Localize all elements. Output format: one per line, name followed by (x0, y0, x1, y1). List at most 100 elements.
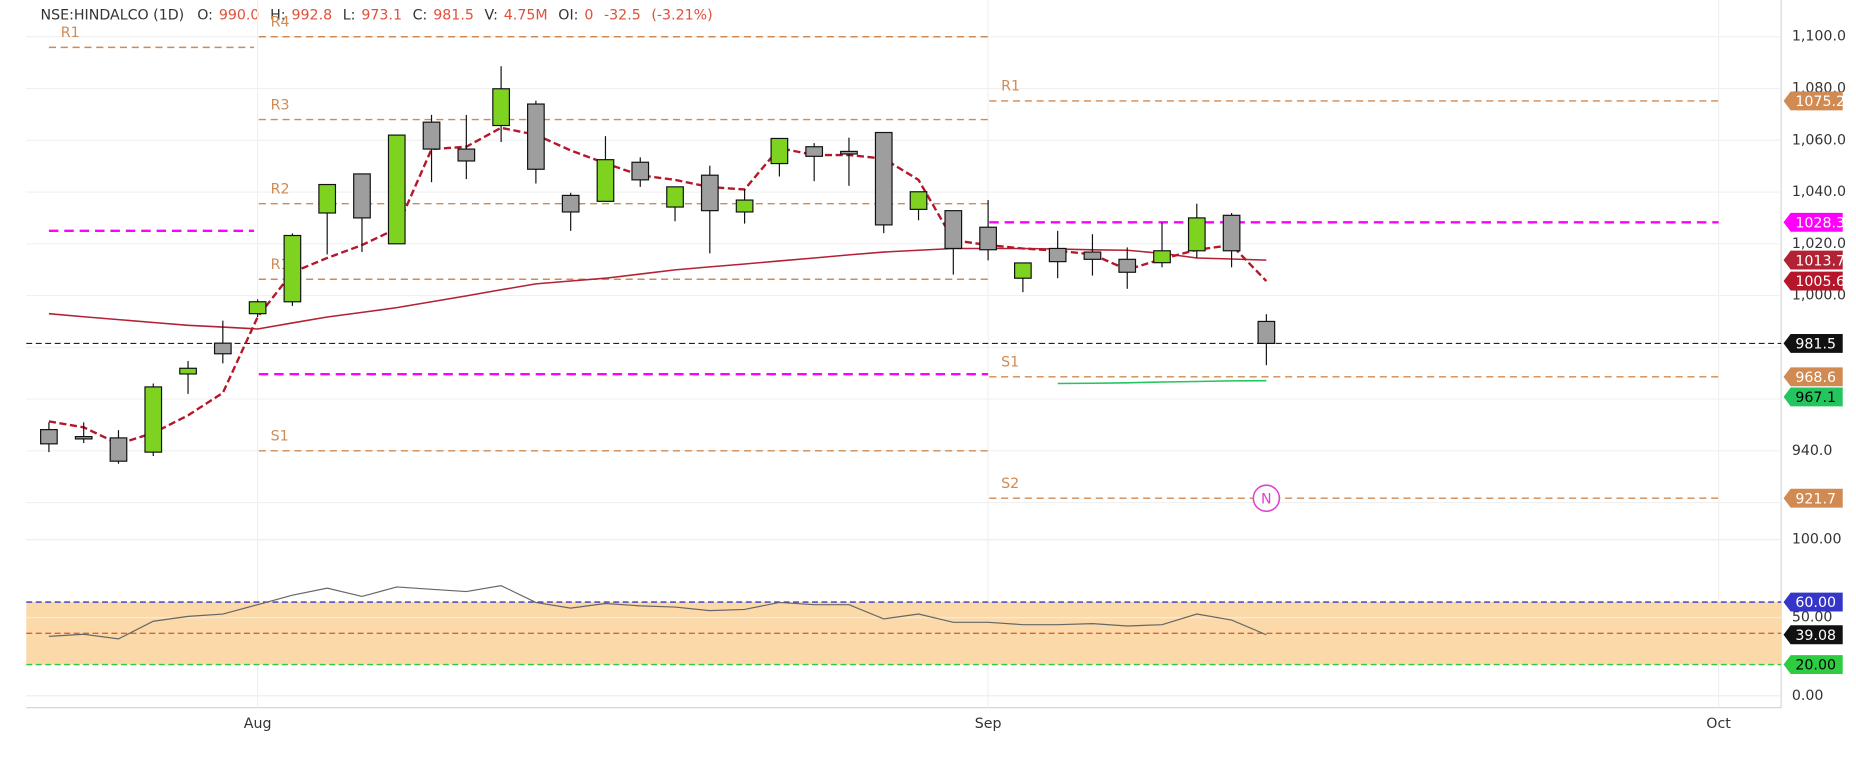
y-tick-label: 1,060.0 (1792, 132, 1846, 148)
candle-body (979, 226, 997, 251)
candle-body (1222, 214, 1241, 252)
price-badge: 981.5 (1783, 333, 1843, 353)
price-badge-shape (1783, 655, 1843, 674)
price-badge: 1005.6 (1783, 271, 1845, 291)
candle-body (631, 161, 650, 181)
candle-body (1153, 250, 1171, 264)
candle-body (353, 173, 371, 219)
candle-body (1048, 247, 1067, 263)
annotation-marker (1252, 484, 1281, 512)
price-badge-shape (1783, 625, 1843, 645)
price-badge-label: 1013.7 (1795, 253, 1845, 269)
candle-body (1257, 320, 1276, 345)
candle-body (770, 137, 789, 165)
price-badge-label: 981.5 (1795, 337, 1836, 353)
price-badge: 1013.7 (1783, 250, 1845, 270)
candle-body (666, 186, 684, 208)
indicator-tick-label: 0.00 (1792, 688, 1824, 704)
candle-body (74, 436, 93, 440)
moving-line (1057, 379, 1267, 385)
candle-body (561, 194, 580, 213)
price-badge-label: 1075.2 (1795, 94, 1845, 110)
price-badge: 921.7 (1783, 488, 1843, 508)
candle-body (1187, 217, 1206, 252)
price-badge-label: 967.1 (1795, 390, 1836, 406)
candle-body (492, 88, 510, 127)
pivot-label: R3 (271, 97, 290, 113)
price-badge-shape (1783, 212, 1843, 232)
x-tick-label: Sep (975, 716, 1002, 732)
header-text: NSE:HINDALCO (1D) (41, 7, 185, 23)
candle-body (1118, 258, 1137, 273)
price-badge-label: 60.00 (1795, 595, 1836, 611)
candle-body (179, 367, 197, 375)
header-text: 981.5 (433, 7, 474, 23)
candle-body (144, 386, 163, 453)
annotation-label: N (1261, 491, 1272, 507)
header-text: 990.0 (219, 7, 260, 23)
pivot-label: R1 (1001, 79, 1020, 95)
header-text: OI: (558, 7, 578, 23)
y-tick-label: 1,000.0 (1792, 288, 1846, 304)
header-text: (-3.21%) (651, 7, 712, 23)
y-tick-label: 940.0 (1792, 443, 1833, 459)
candle-body (40, 429, 58, 445)
price-badge-label: 39.08 (1795, 628, 1836, 644)
header-text: O: (197, 7, 213, 23)
candle-body (1083, 251, 1102, 260)
price-badge: 20.00 (1783, 655, 1843, 674)
y-tick-label: 1,040.0 (1792, 184, 1846, 200)
price-badge-shape (1783, 488, 1843, 508)
candle-body (527, 103, 545, 170)
candle-body (387, 134, 406, 245)
candle-body (909, 191, 928, 210)
pivot-label: S1 (1001, 355, 1019, 371)
price-badge-shape (1783, 367, 1843, 387)
x-tick-label: Oct (1706, 716, 1731, 732)
price-badge: 967.1 (1783, 387, 1843, 407)
candle-body (283, 234, 302, 303)
pivot-label: S2 (1001, 476, 1019, 492)
candle-body (109, 437, 128, 462)
price-badge: 968.6 (1783, 367, 1843, 387)
price-badge-label: 968.6 (1795, 370, 1836, 386)
header-text: V: (485, 7, 498, 23)
header-text: L: (343, 7, 356, 23)
pivot-label: S1 (271, 429, 289, 445)
header-text: 992.8 (292, 7, 333, 23)
price-badge-shape (1783, 250, 1843, 270)
candle-body (457, 148, 476, 162)
indicator-tick-label: 50.00 (1792, 610, 1833, 626)
pivot-label: R1 (61, 25, 80, 41)
candle-body (944, 210, 963, 250)
y-tick-label: 1,100.0 (1792, 29, 1846, 45)
candle-body (596, 159, 615, 202)
price-badge-label: 20.00 (1795, 658, 1836, 674)
candle-body (700, 174, 719, 212)
header-text: H: (270, 7, 285, 23)
header-text: -32.5 (604, 7, 641, 23)
candle-body (422, 121, 441, 150)
indicator-tick-label: 100.00 (1792, 532, 1842, 548)
candle-body (213, 342, 232, 355)
price-badge: 1075.2 (1783, 91, 1845, 111)
pivot-label: R4 (271, 15, 290, 31)
price-badge-shape (1783, 91, 1843, 111)
price-badge-shape (1783, 387, 1843, 407)
x-tick-label: Aug (244, 716, 272, 732)
candle-body (840, 150, 858, 155)
candle-body (735, 199, 754, 213)
header-text: 973.1 (361, 7, 402, 23)
pivot-label: R2 (271, 181, 290, 197)
header-text: 0 (584, 7, 593, 23)
candle-body (874, 131, 893, 226)
price-badge-shape (1783, 333, 1843, 353)
candle-body (1014, 262, 1032, 279)
header-text: C: (413, 7, 428, 23)
price-badge-label: 921.7 (1795, 491, 1836, 507)
price-badge-shape (1783, 592, 1843, 612)
candle-body (805, 146, 824, 157)
